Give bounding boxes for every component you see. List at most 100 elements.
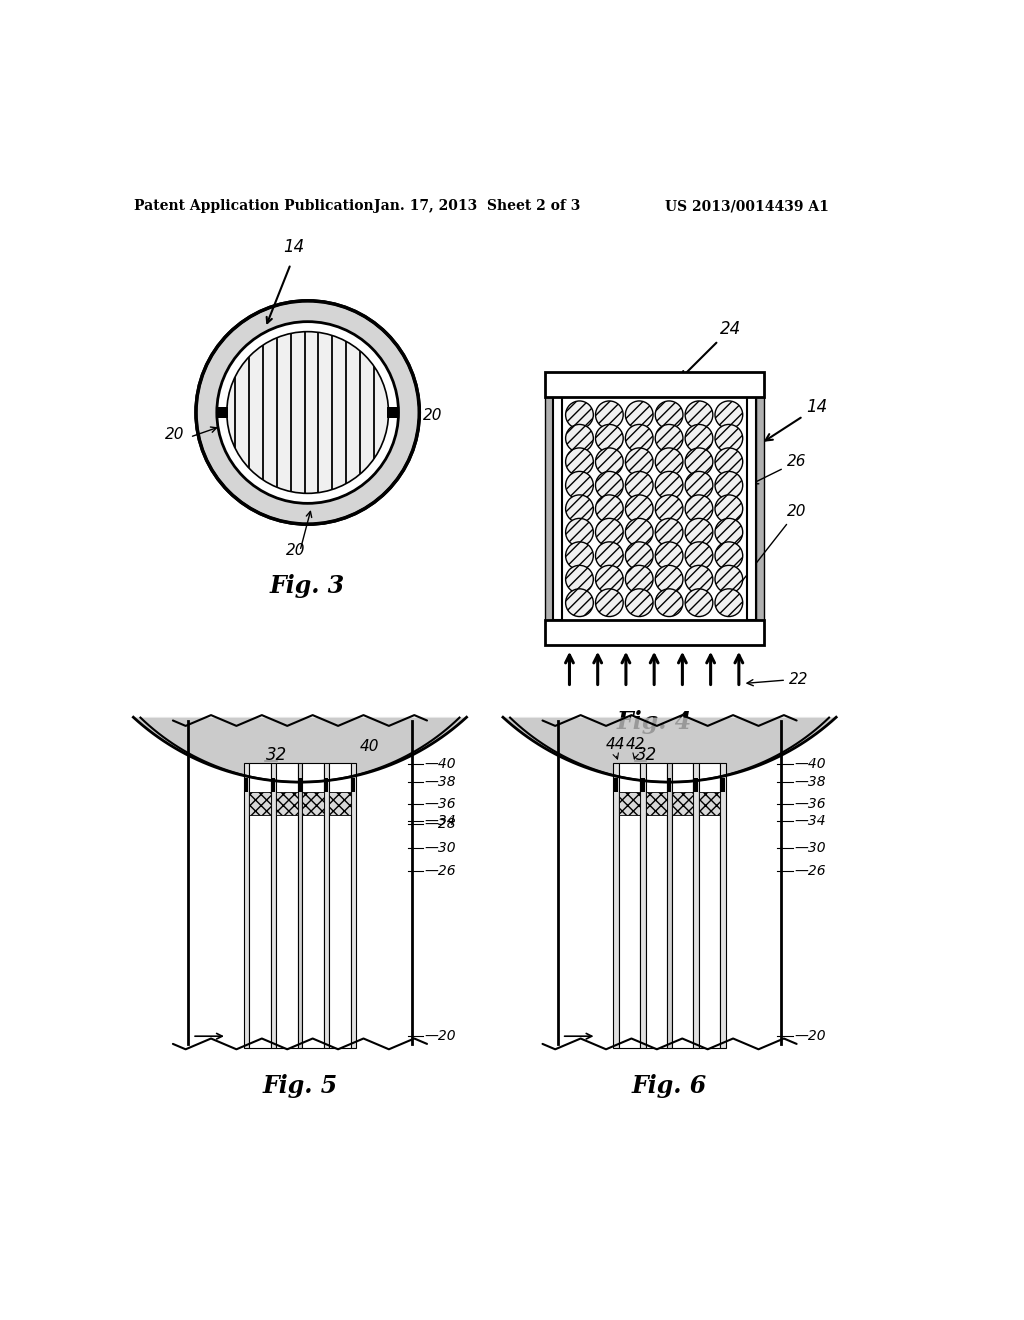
Bar	[618, 763, 640, 1048]
Circle shape	[217, 322, 398, 503]
Circle shape	[685, 401, 713, 429]
Circle shape	[685, 447, 713, 475]
Bar	[693, 763, 698, 1048]
Bar	[545, 620, 764, 645]
Circle shape	[715, 519, 742, 546]
Circle shape	[715, 495, 742, 523]
Text: 24: 24	[681, 319, 740, 378]
Circle shape	[626, 495, 653, 523]
Circle shape	[626, 519, 653, 546]
Bar	[244, 763, 249, 1048]
Bar	[351, 763, 356, 1048]
Circle shape	[715, 541, 742, 570]
Bar	[641, 779, 645, 792]
Circle shape	[565, 565, 593, 593]
Circle shape	[655, 541, 683, 570]
Text: —26: —26	[795, 863, 826, 878]
Text: Fig. 5: Fig. 5	[262, 1074, 338, 1098]
Bar	[694, 779, 698, 792]
Circle shape	[565, 519, 593, 546]
Text: 20: 20	[423, 408, 442, 424]
Bar	[249, 763, 270, 1048]
Text: Jan. 17, 2013  Sheet 2 of 3: Jan. 17, 2013 Sheet 2 of 3	[374, 199, 581, 213]
Bar	[668, 763, 672, 1048]
Bar	[302, 792, 324, 816]
Text: —40: —40	[795, 758, 826, 771]
Bar	[216, 408, 228, 417]
Circle shape	[655, 447, 683, 475]
Circle shape	[685, 495, 713, 523]
Circle shape	[715, 447, 742, 475]
Circle shape	[596, 519, 624, 546]
Text: 20: 20	[165, 428, 184, 442]
Text: 44: 44	[606, 737, 626, 752]
Bar	[646, 763, 668, 1048]
Bar	[756, 397, 764, 620]
Text: 42: 42	[626, 737, 645, 752]
Bar	[276, 792, 298, 816]
Bar	[646, 792, 668, 816]
Circle shape	[565, 541, 593, 570]
Bar	[553, 397, 562, 620]
Circle shape	[565, 589, 593, 616]
Circle shape	[685, 589, 713, 616]
Circle shape	[655, 471, 683, 499]
Bar	[640, 763, 646, 1048]
Text: Fig. 6: Fig. 6	[632, 1074, 708, 1098]
Circle shape	[655, 565, 683, 593]
Bar	[698, 763, 720, 1048]
Bar	[746, 397, 756, 620]
Bar	[672, 792, 693, 816]
Text: —40: —40	[425, 758, 457, 771]
Bar	[720, 763, 726, 1048]
Circle shape	[626, 425, 653, 453]
Circle shape	[596, 495, 624, 523]
Bar	[245, 779, 249, 792]
Text: —36: —36	[795, 797, 826, 810]
Bar	[618, 792, 640, 816]
Circle shape	[596, 447, 624, 475]
Circle shape	[685, 541, 713, 570]
Text: 40: 40	[360, 739, 380, 754]
Circle shape	[715, 471, 742, 499]
Circle shape	[685, 471, 713, 499]
Text: 32: 32	[266, 746, 288, 764]
Circle shape	[626, 565, 653, 593]
Circle shape	[596, 565, 624, 593]
Circle shape	[715, 589, 742, 616]
Circle shape	[565, 401, 593, 429]
Circle shape	[626, 589, 653, 616]
Bar	[545, 372, 764, 397]
Bar	[270, 763, 276, 1048]
Circle shape	[626, 401, 653, 429]
Circle shape	[685, 425, 713, 453]
Circle shape	[596, 401, 624, 429]
Circle shape	[198, 302, 418, 523]
Circle shape	[715, 401, 742, 429]
Bar	[298, 779, 301, 792]
Circle shape	[626, 447, 653, 475]
Circle shape	[626, 541, 653, 570]
Text: US 2013/0014439 A1: US 2013/0014439 A1	[665, 199, 828, 213]
Circle shape	[596, 541, 624, 570]
Circle shape	[565, 425, 593, 453]
Bar	[330, 763, 351, 1048]
Circle shape	[565, 471, 593, 499]
Circle shape	[715, 425, 742, 453]
Bar	[668, 779, 671, 792]
Text: Fig. 3: Fig. 3	[270, 574, 345, 598]
Text: —26: —26	[425, 863, 457, 878]
Circle shape	[655, 401, 683, 429]
Text: —20: —20	[425, 1030, 457, 1043]
Text: 22: 22	[748, 672, 808, 686]
Circle shape	[715, 565, 742, 593]
Circle shape	[655, 589, 683, 616]
Text: 14: 14	[766, 399, 827, 441]
Bar	[351, 779, 355, 792]
Bar	[271, 779, 275, 792]
Circle shape	[196, 301, 419, 524]
Bar	[698, 792, 720, 816]
Bar	[302, 763, 324, 1048]
Text: —30: —30	[425, 841, 457, 854]
Bar	[672, 763, 693, 1048]
